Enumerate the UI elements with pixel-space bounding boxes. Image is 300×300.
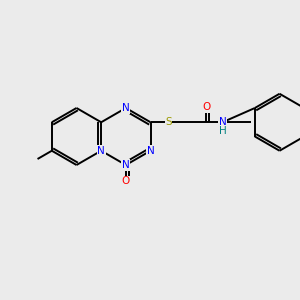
Text: N: N [122,160,130,170]
Text: O: O [202,102,210,112]
Text: N: N [122,103,130,113]
Text: N: N [147,146,154,156]
Text: N: N [97,146,105,156]
Text: S: S [165,117,172,127]
Text: O: O [122,176,130,187]
Text: N: N [219,117,226,127]
Text: H: H [219,126,226,136]
